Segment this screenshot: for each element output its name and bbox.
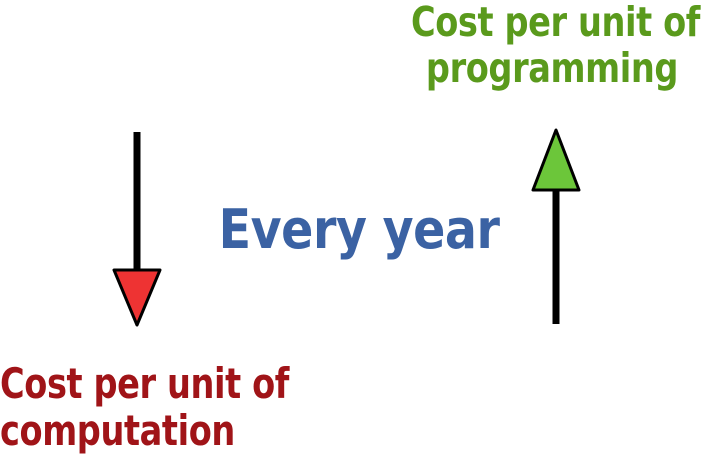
bottom-label-line-2: computation bbox=[0, 406, 235, 456]
down-arrow bbox=[112, 132, 162, 327]
up-arrow bbox=[531, 128, 581, 324]
bottom-label-line-1: Cost per unit of bbox=[0, 359, 290, 408]
up-arrowhead-icon bbox=[531, 128, 581, 192]
cost-per-unit-of-computation-label: Cost per unit of computation bbox=[0, 359, 290, 456]
top-label-line-1: Cost per unit of bbox=[410, 0, 701, 46]
every-year-label: Every year bbox=[218, 198, 500, 261]
down-arrowhead-icon bbox=[112, 268, 162, 327]
cost-per-unit-of-programming-label: Cost per unit of programming bbox=[410, 0, 701, 92]
top-label-line-2: programming bbox=[425, 43, 679, 92]
